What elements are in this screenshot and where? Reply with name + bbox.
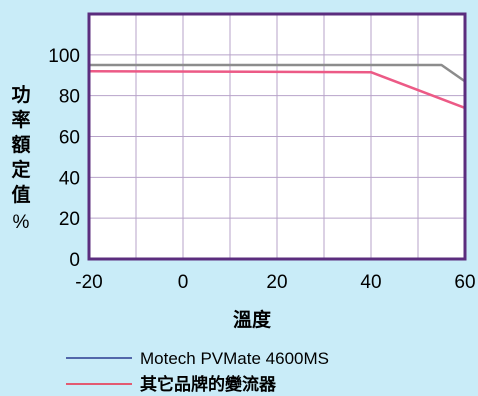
x-axis-ticks: -20 0 20 40 60 [75,272,475,293]
series-line-1 [89,63,466,83]
legend-label-2: 其它品牌的變流器 [140,374,277,395]
y-tick-label: 100 [48,46,80,67]
legend: Motech PVMate 4600MS 其它品牌的變流器 [66,349,329,395]
y-axis-ticks: 0 20 40 60 80 100 [48,46,80,271]
y-axis-label-char: 定 [11,158,30,181]
x-tick-label: -20 [75,272,102,293]
x-tick-label: 40 [360,272,381,293]
x-tick-label: 20 [266,272,287,293]
y-tick-label: 20 [59,209,80,230]
series-line-2 [88,69,466,110]
x-tick-label: 0 [178,272,189,293]
y-axis-label-char: 額 [11,133,30,156]
grid-lines [89,14,465,259]
series-lines [88,63,466,110]
y-tick-label: 80 [59,87,80,108]
y-tick-label: 0 [69,250,80,271]
y-tick-label: 40 [59,168,80,189]
plot-frame [87,12,467,261]
x-axis-label: 溫度 [233,308,272,331]
x-tick-label: 60 [454,272,475,293]
y-axis-label-char: 率 [11,108,30,131]
y-tick-label: 60 [59,128,80,149]
y-axis-label-char: 功 [11,84,30,106]
legend-label-1: Motech PVMate 4600MS [140,349,329,368]
y-axis-label-char: 值 [11,183,30,206]
y-axis-unit: % [13,212,30,233]
